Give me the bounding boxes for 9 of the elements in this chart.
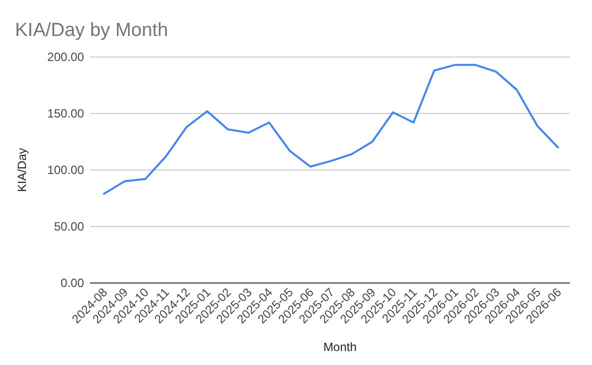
y-tick-label: 50.00 (54, 220, 84, 234)
y-axis-title: KIA/Day (15, 148, 29, 192)
y-tick-label: 150.00 (47, 106, 84, 120)
y-tick-label: 200.00 (47, 50, 84, 64)
x-axis-title: Month (323, 340, 357, 354)
line-series (103, 64, 559, 195)
y-tick-label: 0.00 (60, 276, 84, 290)
chart-title: KIA/Day by Month (15, 20, 168, 41)
y-tick-label: 100.00 (47, 163, 84, 177)
